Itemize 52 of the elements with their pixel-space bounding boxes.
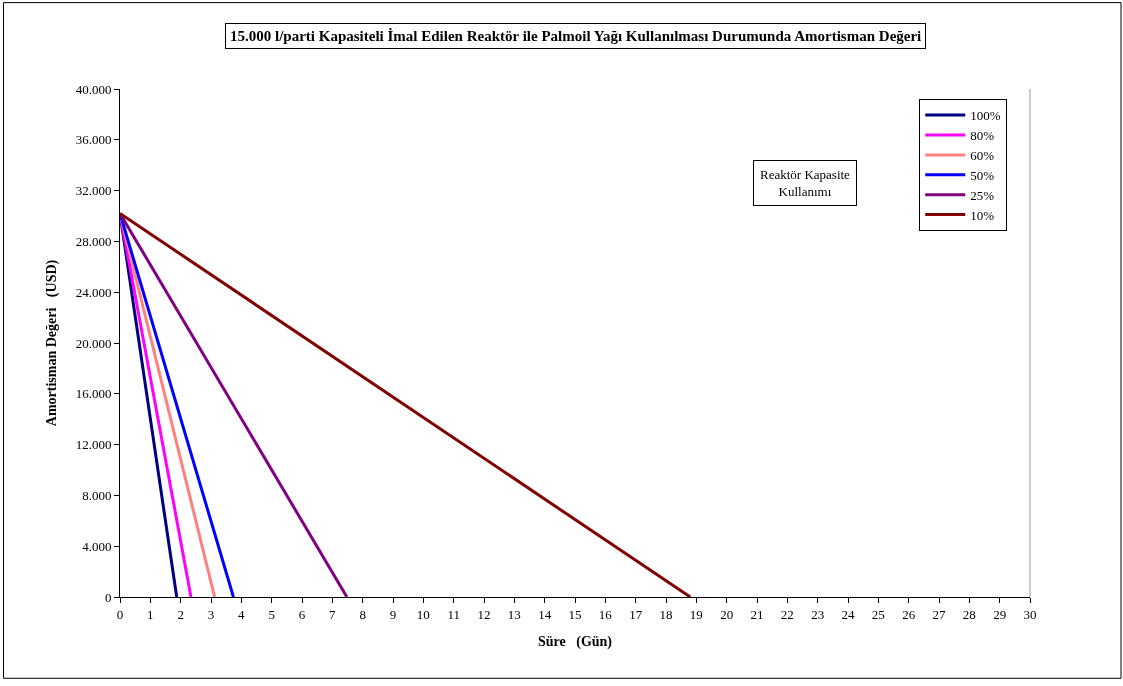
y-tick-label: 36.000	[75, 132, 112, 148]
x-tick-label: 26	[902, 606, 916, 622]
x-tick-label: 24	[841, 606, 855, 622]
x-tick-label: 19	[689, 606, 703, 622]
x-tick-label: 8	[359, 606, 366, 622]
y-tick-label: 4.000	[82, 538, 112, 554]
x-tick-label: 22	[780, 606, 794, 622]
x-tick-label: 2	[177, 606, 184, 622]
y-tick-label: 32.000	[75, 183, 112, 199]
x-tick-label: 13	[507, 606, 521, 622]
y-tick-label: 8.000	[82, 487, 112, 503]
x-tick-label: 16	[598, 606, 613, 622]
x-tick-label: 11	[447, 606, 460, 622]
legend-label: 80%	[970, 128, 995, 144]
x-tick-label: 29	[993, 606, 1007, 622]
x-tick-label: 0	[116, 606, 124, 622]
x-tick-label: 23	[811, 606, 825, 622]
x-tick-label: 10	[416, 606, 430, 622]
x-tick-label: 21	[750, 606, 764, 622]
x-tick-label: 9	[389, 606, 397, 622]
legend-label: 25%	[970, 187, 995, 203]
x-tick-label: 15	[568, 606, 582, 622]
x-tick-label: 17	[629, 606, 643, 622]
x-tick-label: 12	[477, 606, 491, 622]
x-tick-label: 7	[329, 606, 337, 622]
y-tick-label: 12.000	[75, 437, 112, 453]
legend-label: 10%	[970, 207, 995, 223]
x-tick-label: 20	[720, 606, 734, 622]
legend-label: 60%	[970, 147, 995, 163]
x-tick-label: 30	[1023, 606, 1037, 622]
y-tick-label: 40.000	[75, 81, 112, 97]
x-tick-label: 18	[659, 606, 673, 622]
x-tick-label: 1	[147, 606, 154, 622]
y-axis-title: Amortisman Değeri (USD)	[44, 259, 61, 427]
chart-title: 15.000 l/parti Kapasiteli İmal Edilen Reaktör ile Palmoil Yağı Kullanılması Durumunda Amortisman Değeri	[230, 28, 922, 44]
x-tick-label: 5	[268, 606, 275, 622]
x-tick-label: 27	[932, 606, 946, 622]
y-tick-label: 24.000	[75, 284, 112, 300]
x-tick-label: 25	[871, 606, 885, 622]
x-tick-label: 28	[962, 606, 976, 622]
x-tick-label: 3	[207, 606, 215, 622]
y-tick-label: 16.000	[75, 386, 112, 402]
x-tick-label: 6	[298, 606, 306, 622]
legend-label: 50%	[970, 167, 995, 183]
legend-title: Reaktör Kapasite Kullanımı	[760, 167, 851, 199]
y-tick-label: 20.000	[75, 335, 112, 351]
x-axis-title: Süre (Gün)	[537, 633, 613, 650]
y-tick-label: 28.000	[75, 233, 112, 249]
x-tick-label: 14	[538, 606, 552, 622]
x-tick-label: 4	[238, 606, 246, 622]
legend-label: 100%	[970, 108, 1001, 124]
y-tick-label: 0	[104, 589, 112, 605]
